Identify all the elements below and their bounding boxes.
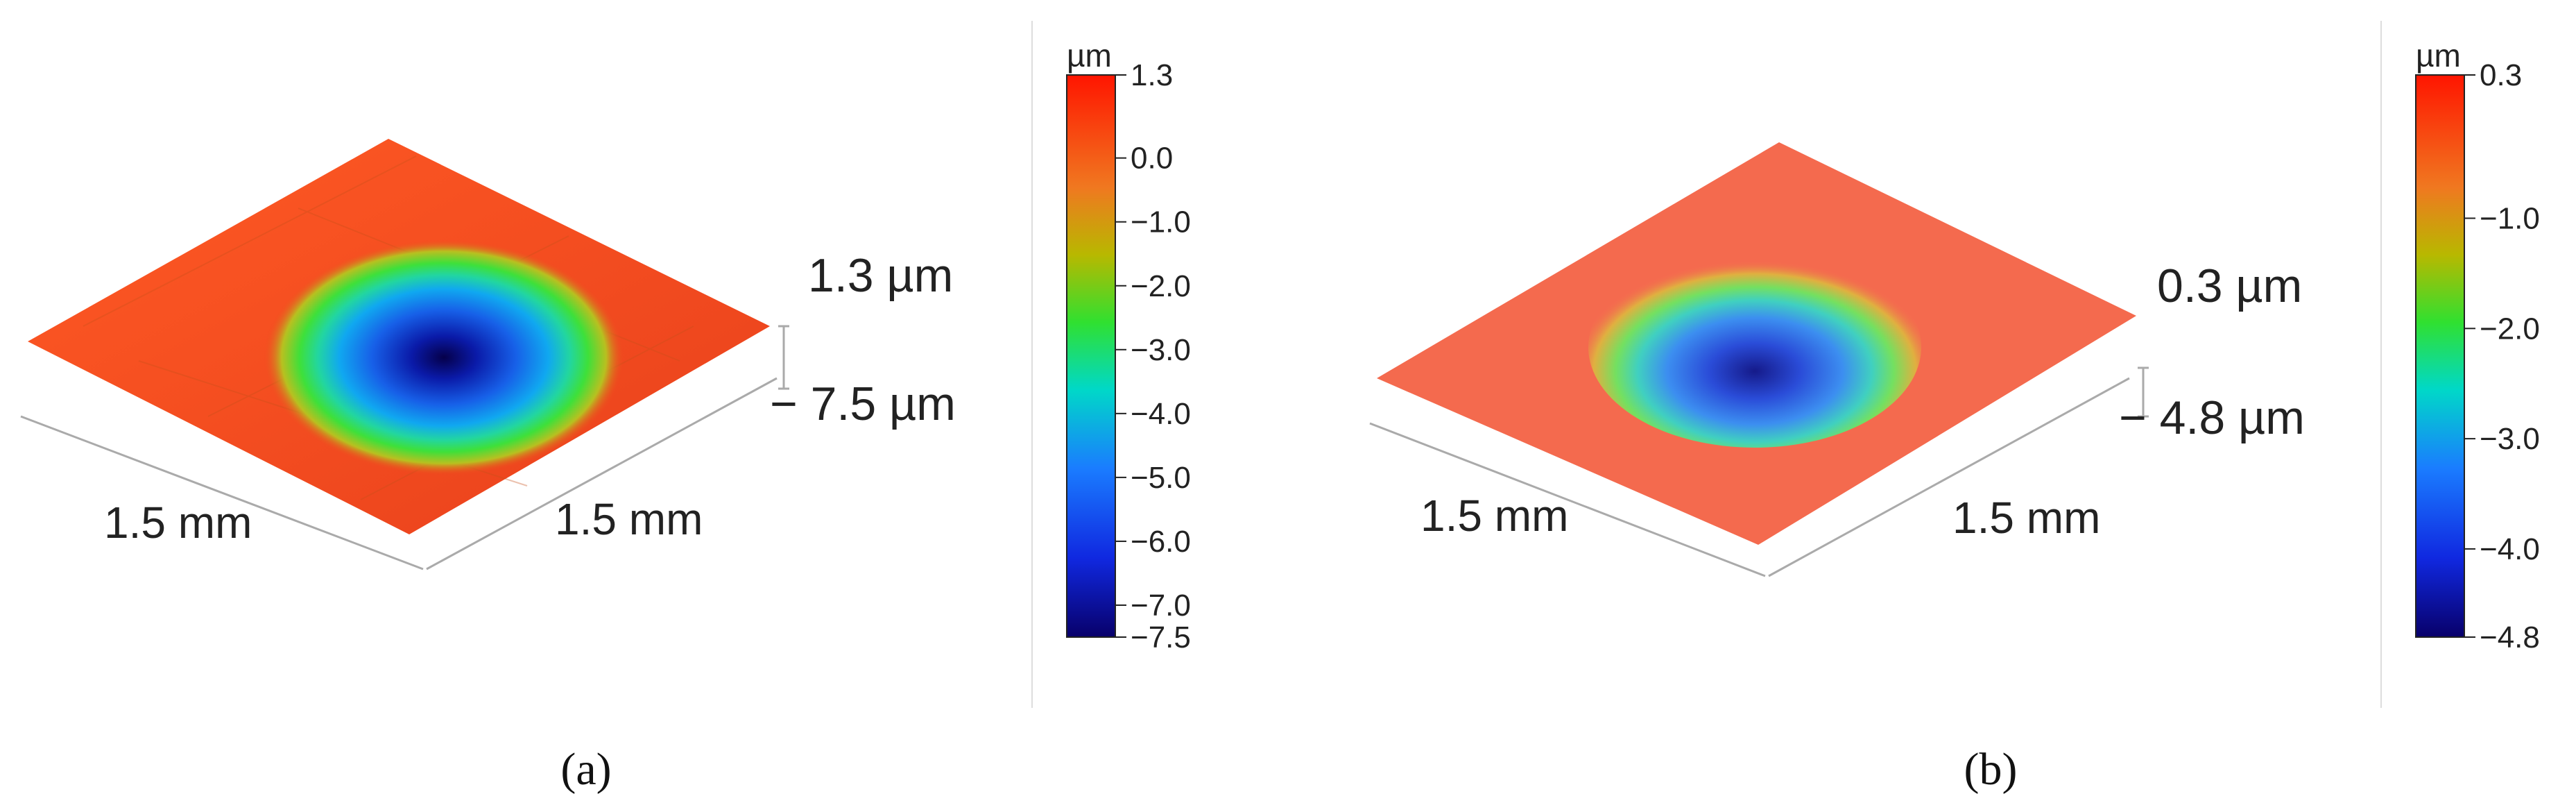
pit-depression-b bbox=[1588, 246, 1921, 448]
colorbar-tick-label: −6.0 bbox=[1131, 525, 1191, 559]
axes-b bbox=[1369, 366, 2149, 577]
panel-label-a: (a) bbox=[560, 744, 611, 795]
colorbar-unit-b: µm bbox=[2416, 37, 2461, 74]
colorbar-tick-label: −4.0 bbox=[1131, 397, 1191, 431]
colorbar-tick-label: 0.0 bbox=[1131, 142, 1173, 176]
max-height-label-a: 1.3 µm bbox=[808, 249, 953, 302]
max-height-label-b: 0.3 µm bbox=[2157, 260, 2302, 312]
colorbar-tick-label: −4.0 bbox=[2480, 532, 2540, 566]
colorbar-b: µm 0.3 −1.0 −2.0 −3.0 −4.0 −4.8 bbox=[2415, 37, 2540, 654]
colorbar-ticks-a: 1.3 0.0 −1.0 −2.0 −3.0 −4.0 −5.0 −6.0 −7.0−7.5 bbox=[1115, 58, 1191, 654]
colorbar-tick-label: −3.0 bbox=[2480, 422, 2540, 456]
panel-a: 1.3 µm − 7.5 µm 1.5 mm 1.5 mm µm 1.3 0.0 −… bbox=[20, 21, 1191, 795]
min-depth-label-b: − 4.8 µm bbox=[2119, 391, 2305, 444]
colorbar-tick-label: −5.0 bbox=[1131, 461, 1191, 495]
colorbar-tick-label: −2.0 bbox=[1131, 269, 1191, 303]
panel-b: 0.3 µm − 4.8 µm 1.5 mm 1.5 mm µm 0.3 −1.0… bbox=[1369, 21, 2540, 795]
colorbar-unit-a: µm bbox=[1067, 37, 1112, 74]
colorbar-tick-label: −3.0 bbox=[1131, 333, 1191, 367]
colorbar-tick-label: −7.5 bbox=[1131, 620, 1191, 654]
x-span-label-a: 1.5 mm bbox=[104, 498, 252, 548]
colorbar-gradient-b bbox=[2415, 74, 2465, 638]
colorbar-tick-label: −2.0 bbox=[2480, 312, 2540, 346]
y-span-label-b: 1.5 mm bbox=[1952, 493, 2100, 543]
colorbar-gradient-a bbox=[1066, 74, 1116, 638]
colorbar-a: µm 1.3 0.0 −1.0 −2.0 −3.0 −4.0 −5.0 −6.0 −7.0−7.… bbox=[1066, 37, 1191, 654]
colorbar-tick-label: −4.8 bbox=[2480, 620, 2540, 654]
colorbar-tick-label: −1.0 bbox=[2480, 201, 2540, 235]
colorbar-ticks-b: 0.3 −1.0 −2.0 −3.0 −4.0 −4.8 bbox=[2464, 58, 2540, 654]
pit-depression-a bbox=[264, 239, 624, 475]
colorbar-tick-label: −1.0 bbox=[1131, 205, 1191, 239]
colorbar-tick-label: 1.3 bbox=[1131, 58, 1173, 92]
axes-a bbox=[20, 325, 789, 570]
x-span-label-b: 1.5 mm bbox=[1420, 491, 1568, 541]
panel-label-b: (b) bbox=[1964, 744, 2018, 795]
colorbar-tick-label: 0.3 bbox=[2480, 58, 2522, 92]
min-depth-label-a: − 7.5 µm bbox=[770, 378, 956, 430]
colorbar-tick-label: −7.0 bbox=[1131, 589, 1191, 623]
y-span-label-a: 1.5 mm bbox=[555, 494, 703, 544]
